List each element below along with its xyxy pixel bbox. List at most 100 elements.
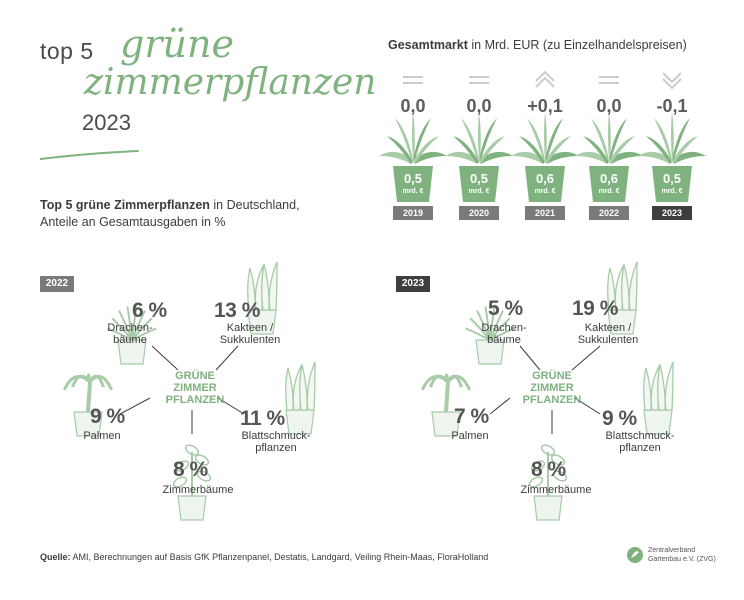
title-script-line2: zimmerpflanzen [84,62,377,103]
share-value-2022-2: 9 % [90,405,125,428]
source-rest: AMI, Berechnungen auf Basis GfK Pflanzen… [70,552,489,562]
leaf-shape [646,136,672,164]
share-center-label-2022: GRÜNE ZIMMER PFLANZEN [155,370,235,406]
market-year-2023: 2023 [652,206,692,220]
leaf-shape [413,118,431,160]
center-label-line: GRÜNE [175,370,215,382]
up-chevron-icon [535,70,555,88]
market-change-2019: 0,0 [400,96,426,116]
leaf-shape [654,118,672,160]
share-value-2022-0: 6 % [132,299,167,322]
share-value-2022-1: 13 % [214,299,260,322]
leaf-shape [545,118,563,160]
share-slice-2022-0 [107,306,157,365]
share-value-2023-4: 8 % [531,458,566,481]
center-label-line: PFLANZEN [165,394,225,406]
share-label-2022-1: Kakteen / Sukkulenten [205,322,295,346]
market-year-2022: 2022 [589,206,629,220]
share-slice-2022-1 [247,261,278,335]
leaf-shape [413,151,447,164]
share-chart-badge-2022: 2022 [40,276,74,292]
share-label-line: Blattschmuck- [605,430,675,442]
share-label-line: bäume [487,334,521,346]
zvg-logo-icon [627,547,643,563]
leaf-shape [511,151,545,164]
leaf-shape [609,118,627,160]
share-value-2022-4: 8 % [173,458,208,481]
flat-icon [403,76,423,84]
market-unit-2023: mrd. € [661,188,683,195]
market-unit-2020: mrd. € [468,188,490,195]
market-value-2020: 0,5 [469,171,489,186]
share-label-line: pflanzen [255,442,297,454]
share-label-line: Zimmerbäume [162,484,234,496]
zvg-logo-line2: Gartenbau e.V. (ZVG) [648,556,716,563]
pot-shape [652,166,692,202]
share-value-2023-0: 5 % [488,297,523,320]
share-slice-2022-4 [172,444,212,521]
leaf-shape [609,136,635,164]
share-label-line: Palmen [83,430,121,442]
leaf-shape [672,136,698,164]
market-year-2019: 2019 [393,206,433,220]
market-value-2019: 0,5 [403,171,423,186]
source-bold: Quelle: [40,552,71,562]
leaf-shape [527,118,545,160]
market-unit-2021: mrd. € [534,188,556,195]
market-title: Gesamtmarkt in Mrd. EUR (zu Einzelhandel… [388,38,687,52]
connector-line [119,397,151,415]
share-label-line: Sukkulenten [219,334,281,346]
share-label-line: Kakteen / [226,322,274,334]
share-label-2023-2: Palmen [425,430,515,442]
market-title-rest: in Mrd. EUR (zu Einzelhandelspreisen) [467,38,687,52]
share-value-2023-3: 9 % [602,407,637,430]
zvg-logo: Zentralverband Gartenbau e.V. (ZVG) [626,545,736,567]
leaf-shape [395,118,413,160]
market-change-2021: +0,1 [527,96,563,116]
market-value-2022: 0,6 [599,171,619,186]
share-label-2022-0: Drachen-bäume [85,322,175,346]
center-label-line: ZIMMER [530,382,574,394]
title-top5: top 5 [40,38,94,64]
share-label-line: Blattschmuck- [241,430,311,442]
leaf-shape [583,136,609,164]
market-bar-2019 [379,112,447,202]
market-bar-2020 [445,112,513,202]
leaf-shape [479,151,513,164]
share-value-2023-1: 19 % [572,297,618,320]
leaf-shape [453,136,479,164]
share-value-2023-2: 7 % [454,405,489,428]
market-value-2023: 0,5 [662,171,682,186]
leaf-shape [479,118,497,160]
subtitle-line2: Anteile an Gesamtausgaben in % [40,215,226,229]
leaf-shape [461,118,479,160]
leaf-shape [545,136,571,164]
share-slice-2023-0 [465,306,515,365]
down-chevron-icon [662,72,682,90]
share-label-2023-1: Kakteen / Sukkulenten [563,322,653,346]
center-label-line: ZIMMER [173,382,217,394]
leaf-shape [591,118,609,160]
leaf-shape [544,112,547,160]
leaf-shape [413,136,439,164]
leaf-shape [545,151,579,164]
leaf-shape [638,151,672,164]
center-label-line: PFLANZEN [522,394,582,406]
market-change-2022: 0,0 [596,96,622,116]
connector-line [489,397,511,415]
subtitle-rest: in Deutschland, [209,198,300,212]
zvg-logo-line1: Zentralverband [648,547,696,554]
market-value-2021: 0,6 [535,171,555,186]
market-change-2020: 0,0 [466,96,492,116]
pot-shape [393,166,433,202]
connector-line [151,345,179,371]
share-label-line: Palmen [451,430,489,442]
share-label-line: Drachen- [107,322,153,334]
share-slice-2022-3 [285,361,316,435]
connector-line [574,397,601,415]
subtitle-bold: Top 5 grüne Zimmerpflanzen [40,198,210,212]
connector-line [519,345,541,371]
title-year: 2023 [82,110,131,135]
leaf-shape [671,112,674,160]
share-label-2022-4: Zimmerbäume [153,484,243,496]
